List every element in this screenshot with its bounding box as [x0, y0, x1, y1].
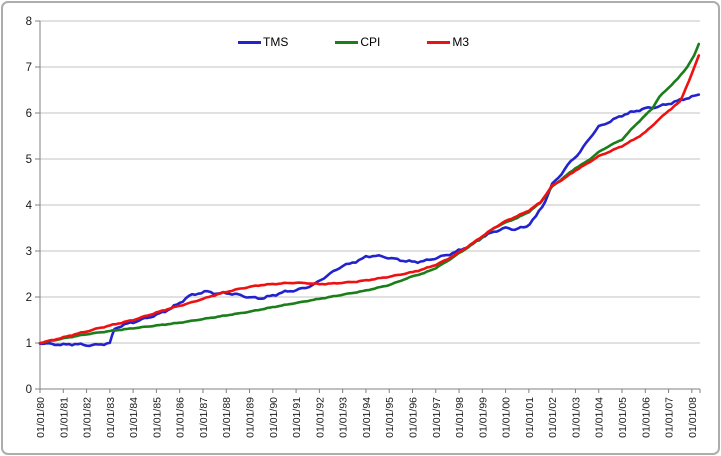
x-tick-label: 01/01/87	[198, 397, 210, 438]
x-tick-label: 01/01/93	[338, 397, 350, 438]
x-tick-label: 01/01/06	[640, 397, 652, 438]
legend-item-m3[interactable]: M3	[427, 35, 469, 49]
series-line-m3[interactable]	[38, 54, 701, 345]
x-tick-label: 01/01/01	[524, 397, 536, 438]
x-tick-label: 01/01/84	[128, 397, 140, 438]
y-tick-label: 2	[26, 292, 32, 304]
x-tick-label: 01/01/05	[617, 397, 629, 438]
x-tick-label: 01/01/96	[407, 397, 419, 438]
x-tick-label: 01/01/04	[594, 397, 606, 438]
series-line-tms[interactable]	[38, 93, 701, 348]
x-tick-label: 01/01/99	[477, 397, 489, 438]
legend-label-cpi: CPI	[360, 35, 381, 49]
series-line-cpi[interactable]	[38, 42, 701, 345]
y-tick-label: 1	[26, 338, 32, 350]
x-tick-label: 01/01/95	[384, 397, 396, 438]
x-tick-label: 01/01/88	[221, 397, 233, 438]
chart-legend: TMS CPI M3	[238, 35, 469, 49]
y-tick-label: 7	[26, 62, 32, 74]
y-tick-label: 5	[26, 154, 32, 166]
x-tick-label: 01/01/85	[151, 397, 163, 438]
legend-label-m3: M3	[452, 35, 470, 49]
x-tick-label: 01/01/82	[82, 397, 94, 438]
x-tick-label: 01/01/81	[58, 397, 70, 438]
x-tick-label: 01/01/00	[501, 397, 513, 438]
x-tick-label: 01/01/89	[245, 397, 257, 438]
x-tick-label: 01/01/80	[35, 397, 47, 438]
legend-item-tms[interactable]: TMS	[238, 35, 288, 49]
x-tick-label: 01/01/83	[105, 397, 117, 438]
x-tick-label: 01/01/02	[547, 397, 559, 438]
x-tick-label: 01/01/92	[314, 397, 326, 438]
y-tick-label: 6	[26, 108, 32, 120]
x-tick-label: 01/01/03	[570, 397, 582, 438]
x-tick-label: 01/01/94	[361, 397, 373, 438]
cpi-line-swatch-icon	[335, 40, 359, 44]
y-tick-label: 3	[26, 246, 32, 258]
y-tick-label: 8	[26, 16, 32, 28]
legend-item-cpi[interactable]: CPI	[335, 35, 380, 49]
x-tick-label: 01/01/07	[664, 397, 676, 438]
y-tick-label: 4	[26, 200, 33, 212]
x-tick-label: 01/01/97	[431, 397, 443, 438]
x-tick-label: 01/01/91	[291, 397, 303, 438]
x-tick-label: 01/01/86	[175, 397, 187, 438]
x-tick-label: 01/01/90	[268, 397, 280, 438]
m3-line-swatch-icon	[427, 40, 451, 44]
tms-line-swatch-icon	[238, 40, 261, 44]
x-tick-label: 01/01/98	[454, 397, 466, 438]
legend-label-tms: TMS	[263, 35, 289, 49]
x-tick-label: 01/01/08	[687, 397, 699, 438]
y-tick-label: 0	[26, 384, 32, 396]
